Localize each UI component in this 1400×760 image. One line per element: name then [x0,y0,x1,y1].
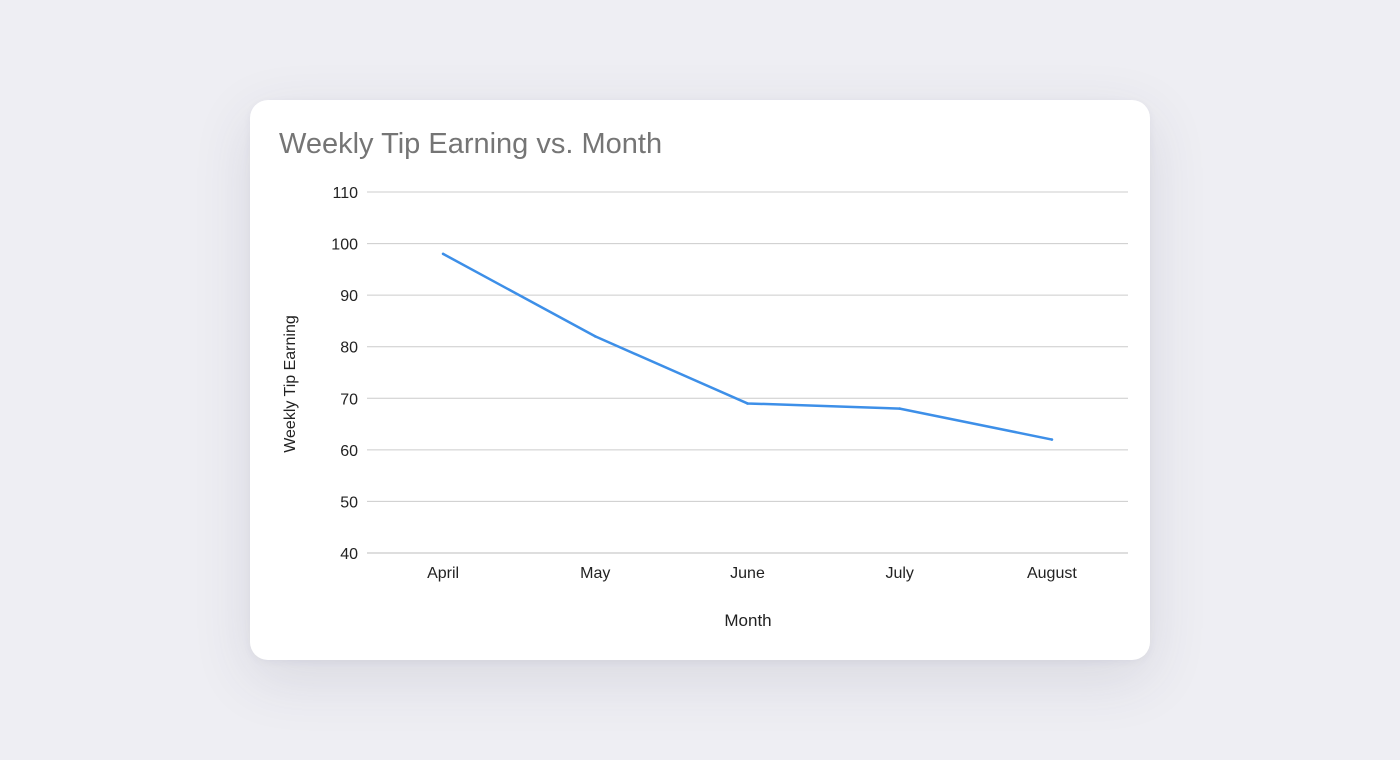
x-tick-label: June [730,565,765,582]
y-tick-label: 110 [332,185,358,202]
y-tick-label: 100 [331,237,358,254]
data-point [441,252,445,256]
y-tick-label: 50 [340,494,358,511]
x-tick-label: April [427,565,459,582]
series-lines [441,252,1054,441]
data-point [746,402,749,405]
x-axis-title: Month [724,611,771,630]
x-tick-label: July [885,565,913,582]
data-point [594,335,597,338]
chart-title: Weekly Tip Earning vs. Month [279,128,663,160]
y-tick-label: 40 [340,546,358,563]
y-tick-label: 70 [340,391,358,408]
chart-card [250,100,1150,660]
x-tick-label: August [1027,565,1077,582]
x-axis-ticks: April May June July August [427,565,1077,582]
data-point [1050,438,1054,441]
gridlines [367,191,1128,554]
y-tick-label: 60 [340,443,358,460]
x-tick-label: May [580,565,610,582]
data-point [898,407,901,410]
y-axis-title: Weekly Tip Earning [282,315,299,453]
y-axis-ticks: 40 50 60 70 80 90 100 110 [331,185,358,563]
y-tick-label: 90 [340,288,358,305]
y-tick-label: 80 [340,340,358,357]
